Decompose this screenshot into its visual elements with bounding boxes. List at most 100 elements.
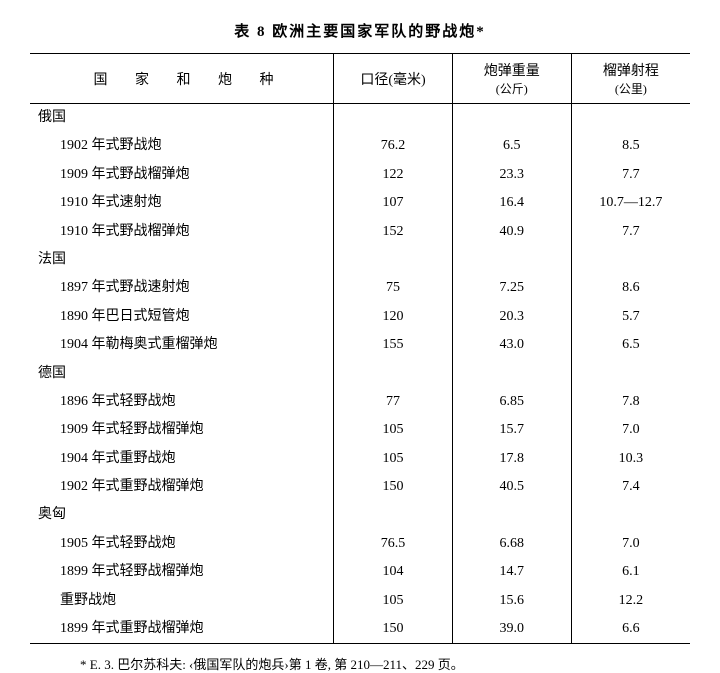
empty-cell [452,104,571,133]
col-range: 榴弹射程 (公里) [571,54,690,104]
caliber-value: 152 [334,218,453,246]
weight-value: 6.85 [452,388,571,416]
weight-value: 14.7 [452,558,571,586]
country-row: 奥匈 [30,501,690,529]
table-row: 1910 年式野战榴弹炮15240.97.7 [30,218,690,246]
range-value: 6.6 [571,615,690,644]
range-value: 7.0 [571,416,690,444]
range-value: 7.8 [571,388,690,416]
table-row: 1896 年式轻野战炮776.857.8 [30,388,690,416]
empty-cell [334,104,453,133]
col-range-l2: (公里) [576,80,686,97]
table-row: 1904 年勒梅奥式重榴弹炮15543.06.5 [30,331,690,359]
table-row: 1902 年式重野战榴弹炮15040.57.4 [30,473,690,501]
caliber-value: 107 [334,189,453,217]
weight-value: 23.3 [452,161,571,189]
empty-cell [452,246,571,274]
weight-value: 40.5 [452,473,571,501]
empty-cell [334,360,453,388]
range-value: 5.7 [571,303,690,331]
weapon-name: 1896 年式轻野战炮 [30,388,334,416]
weapon-name: 1902 年式重野战榴弹炮 [30,473,334,501]
empty-cell [452,360,571,388]
country-row: 法国 [30,246,690,274]
weapon-name: 1905 年式轻野战炮 [30,530,334,558]
caliber-value: 105 [334,416,453,444]
weapon-name: 1909 年式轻野战榴弹炮 [30,416,334,444]
caliber-value: 150 [334,615,453,644]
table-row: 1905 年式轻野战炮76.56.687.0 [30,530,690,558]
col-name: 国 家 和 炮 种 [30,54,334,104]
weapon-name: 1904 年式重野战炮 [30,445,334,473]
footnote: * E. 3. 巴尔苏科夫: ‹俄国军队的炮兵›第 1 卷, 第 210—211… [30,654,690,673]
weapon-name: 1890 年巴日式短管炮 [30,303,334,331]
table-row: 1910 年式速射炮10716.410.7—12.7 [30,189,690,217]
weight-value: 43.0 [452,331,571,359]
weapon-name: 1910 年式速射炮 [30,189,334,217]
table-row: 1909 年式野战榴弹炮12223.37.7 [30,161,690,189]
weight-value: 7.25 [452,274,571,302]
weight-value: 20.3 [452,303,571,331]
empty-cell [334,246,453,274]
range-value: 6.5 [571,331,690,359]
weapon-name: 1899 年式重野战榴弹炮 [30,615,334,644]
weight-value: 16.4 [452,189,571,217]
table-row: 1899 年式轻野战榴弹炮10414.76.1 [30,558,690,586]
country-name: 俄国 [30,104,334,133]
weapon-name: 1899 年式轻野战榴弹炮 [30,558,334,586]
empty-cell [571,501,690,529]
header-row: 国 家 和 炮 种 口径(毫米) 炮弹重量 (公斤) 榴弹射程 (公里) [30,54,690,104]
range-value: 6.1 [571,558,690,586]
caliber-value: 122 [334,161,453,189]
weapon-name: 1910 年式野战榴弹炮 [30,218,334,246]
caliber-value: 75 [334,274,453,302]
caliber-value: 104 [334,558,453,586]
range-value: 7.0 [571,530,690,558]
col-range-l1: 榴弹射程 [603,64,659,79]
weapon-name: 1909 年式野战榴弹炮 [30,161,334,189]
weight-value: 17.8 [452,445,571,473]
col-weight-l2: (公斤) [457,80,567,97]
range-value: 8.6 [571,274,690,302]
table-row: 1897 年式野战速射炮757.258.6 [30,274,690,302]
country-row: 德国 [30,360,690,388]
weight-value: 39.0 [452,615,571,644]
caliber-value: 76.2 [334,132,453,160]
weight-value: 6.68 [452,530,571,558]
range-value: 10.3 [571,445,690,473]
range-value: 7.7 [571,218,690,246]
col-caliber: 口径(毫米) [334,54,453,104]
weapon-name: 1897 年式野战速射炮 [30,274,334,302]
caliber-value: 76.5 [334,530,453,558]
artillery-table: 国 家 和 炮 种 口径(毫米) 炮弹重量 (公斤) 榴弹射程 (公里) 俄国1… [30,53,690,644]
country-name: 德国 [30,360,334,388]
empty-cell [452,501,571,529]
country-name: 法国 [30,246,334,274]
weapon-name: 1904 年勒梅奥式重榴弹炮 [30,331,334,359]
range-value: 7.4 [571,473,690,501]
col-weight: 炮弹重量 (公斤) [452,54,571,104]
empty-cell [334,501,453,529]
weapon-name: 1902 年式野战炮 [30,132,334,160]
caliber-value: 105 [334,587,453,615]
table-row: 1890 年巴日式短管炮12020.35.7 [30,303,690,331]
weight-value: 15.7 [452,416,571,444]
caliber-value: 150 [334,473,453,501]
caliber-value: 120 [334,303,453,331]
country-name: 奥匈 [30,501,334,529]
weight-value: 15.6 [452,587,571,615]
weight-value: 6.5 [452,132,571,160]
range-value: 7.7 [571,161,690,189]
table-row: 重野战炮10515.612.2 [30,587,690,615]
caliber-value: 155 [334,331,453,359]
empty-cell [571,104,690,133]
empty-cell [571,246,690,274]
range-value: 10.7—12.7 [571,189,690,217]
weapon-name: 重野战炮 [30,587,334,615]
table-row: 1909 年式轻野战榴弹炮10515.77.0 [30,416,690,444]
col-weight-l1: 炮弹重量 [484,64,540,79]
caliber-value: 77 [334,388,453,416]
table-row: 1902 年式野战炮76.26.58.5 [30,132,690,160]
caliber-value: 105 [334,445,453,473]
table-row: 1899 年式重野战榴弹炮15039.06.6 [30,615,690,644]
